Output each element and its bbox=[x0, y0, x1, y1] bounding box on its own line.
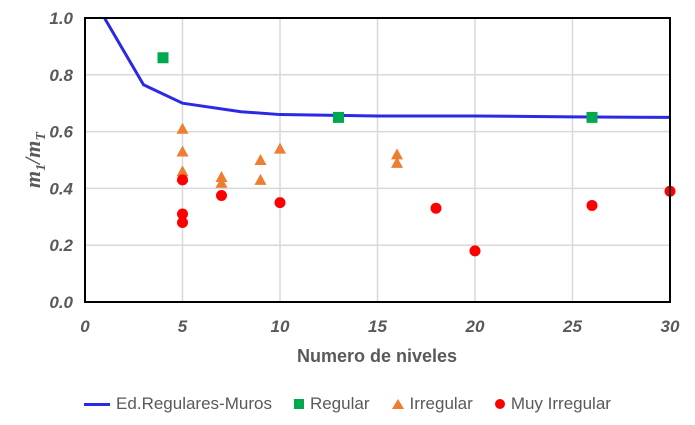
circle-marker bbox=[177, 174, 188, 186]
circle-marker bbox=[586, 199, 598, 211]
square-marker bbox=[586, 111, 598, 123]
legend-item-muy-irregular: Muy Irregular bbox=[494, 394, 611, 414]
triangle-marker bbox=[274, 142, 286, 154]
series-line bbox=[103, 17, 671, 119]
circle-marker bbox=[177, 216, 188, 228]
y-tick-label: 0.4 bbox=[49, 179, 73, 198]
y-tick-label: 0.2 bbox=[49, 236, 73, 255]
x-tick-label: 20 bbox=[465, 317, 485, 336]
x-tick-label: 25 bbox=[562, 317, 582, 336]
triangle-marker bbox=[254, 154, 267, 165]
legend-label: Regular bbox=[309, 394, 370, 413]
circle-marker-icon bbox=[494, 399, 505, 409]
x-tick-label: 30 bbox=[661, 317, 680, 336]
y-tick-label: 0.8 bbox=[49, 66, 73, 85]
circle-marker bbox=[274, 197, 286, 209]
plot-area-border bbox=[84, 17, 671, 303]
scatter-chart: 0.0 0.2 0.4 0.6 0.8 1.0 0 5 10 15 20 25 30 Numero d… bbox=[20, 9, 680, 366]
legend-item-regular: Regular bbox=[293, 394, 370, 414]
series-ed-regulares-muros bbox=[103, 17, 671, 119]
x-tick-label: 10 bbox=[271, 317, 290, 336]
circle-marker bbox=[216, 190, 227, 201]
square-marker-icon bbox=[293, 399, 304, 409]
x-tick-label: 0 bbox=[80, 317, 90, 336]
triangle-marker bbox=[176, 165, 189, 177]
legend-label: Muy Irregular bbox=[510, 394, 611, 413]
y-axis-title: m1/mT bbox=[20, 131, 49, 188]
y-tick-label: 0.0 bbox=[49, 293, 73, 312]
triangle-marker bbox=[176, 145, 189, 157]
y-axis-ticks: 0.0 0.2 0.4 0.6 0.8 1.0 bbox=[49, 9, 73, 312]
triangle-marker bbox=[176, 122, 189, 134]
chart-legend: Ed.Regulares-Muros Regular Irregular Muy… bbox=[0, 390, 695, 418]
square-marker bbox=[157, 52, 169, 64]
x-tick-label: 5 bbox=[178, 317, 188, 336]
legend-item-line: Ed.Regulares-Muros bbox=[84, 394, 272, 414]
triangle-marker bbox=[215, 171, 228, 183]
triangle-marker bbox=[391, 156, 403, 168]
triangle-marker bbox=[391, 148, 403, 160]
triangle-marker bbox=[215, 176, 228, 188]
circle-marker bbox=[469, 245, 481, 257]
series-muy-irregular bbox=[177, 174, 676, 257]
gridlines bbox=[84, 17, 671, 303]
data-series bbox=[103, 17, 676, 257]
legend-label: Ed.Regulares-Muros bbox=[116, 394, 272, 413]
line-swatch-icon bbox=[84, 402, 111, 406]
legend-label: Irregular bbox=[409, 394, 473, 413]
x-tick-label: 15 bbox=[368, 317, 387, 336]
y-tick-label: 1.0 bbox=[49, 9, 73, 28]
series-irregular bbox=[176, 122, 403, 188]
triangle-marker-icon bbox=[391, 399, 404, 409]
x-axis-title: Numero de niveles bbox=[297, 346, 457, 366]
circle-marker bbox=[430, 202, 442, 214]
x-axis-ticks: 0 5 10 15 20 25 30 bbox=[80, 317, 680, 336]
series-regular bbox=[157, 52, 598, 123]
circle-marker bbox=[177, 208, 188, 220]
legend-item-irregular: Irregular bbox=[391, 394, 473, 414]
square-marker bbox=[333, 111, 344, 123]
triangle-marker bbox=[254, 173, 267, 185]
y-tick-label: 0.6 bbox=[49, 123, 73, 142]
